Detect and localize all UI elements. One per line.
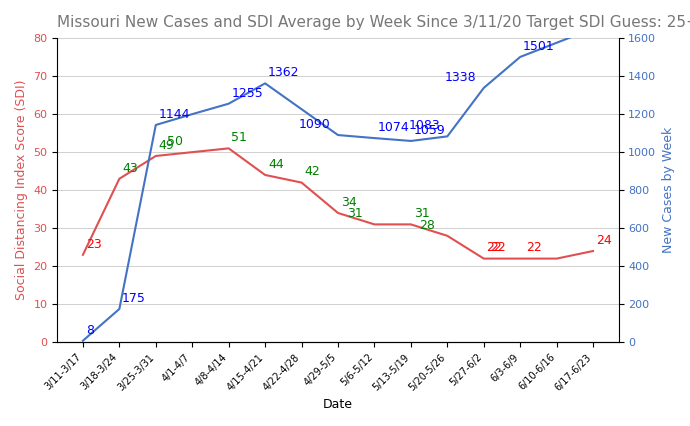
Text: 43: 43 <box>122 161 138 175</box>
Text: 42: 42 <box>304 165 320 178</box>
Text: 1090: 1090 <box>299 118 331 131</box>
Text: 1144: 1144 <box>159 108 190 121</box>
Text: 23: 23 <box>86 238 101 250</box>
Text: 1255: 1255 <box>231 86 263 100</box>
Text: 31: 31 <box>414 207 429 220</box>
X-axis label: Date: Date <box>323 398 353 411</box>
Text: 175: 175 <box>122 292 146 305</box>
Y-axis label: New Cases by Week: New Cases by Week <box>662 127 675 253</box>
Text: 1059: 1059 <box>414 124 446 137</box>
Text: 44: 44 <box>268 158 284 171</box>
Text: 22: 22 <box>486 242 502 254</box>
Text: 22: 22 <box>526 242 542 254</box>
Text: 24: 24 <box>596 234 611 247</box>
Text: 8: 8 <box>86 324 94 337</box>
Text: 1362: 1362 <box>268 66 299 79</box>
Text: 1501: 1501 <box>523 40 555 53</box>
Text: 1338: 1338 <box>445 71 477 84</box>
Text: 51: 51 <box>231 131 247 144</box>
Text: 49: 49 <box>159 139 175 152</box>
Y-axis label: Social Distancing Index Score (SDI): Social Distancing Index Score (SDI) <box>15 80 28 300</box>
Text: 28: 28 <box>420 219 435 232</box>
Text: 31: 31 <box>346 207 362 220</box>
Text: 22: 22 <box>490 242 505 254</box>
Text: 34: 34 <box>341 196 357 209</box>
Text: 1074: 1074 <box>377 121 409 134</box>
Text: 50: 50 <box>167 135 184 148</box>
Text: 1083: 1083 <box>408 119 440 132</box>
Text: Missouri New Cases and SDI Average by Week Since 3/11/20 Target SDI Guess: 25+: Missouri New Cases and SDI Average by We… <box>57 15 690 30</box>
